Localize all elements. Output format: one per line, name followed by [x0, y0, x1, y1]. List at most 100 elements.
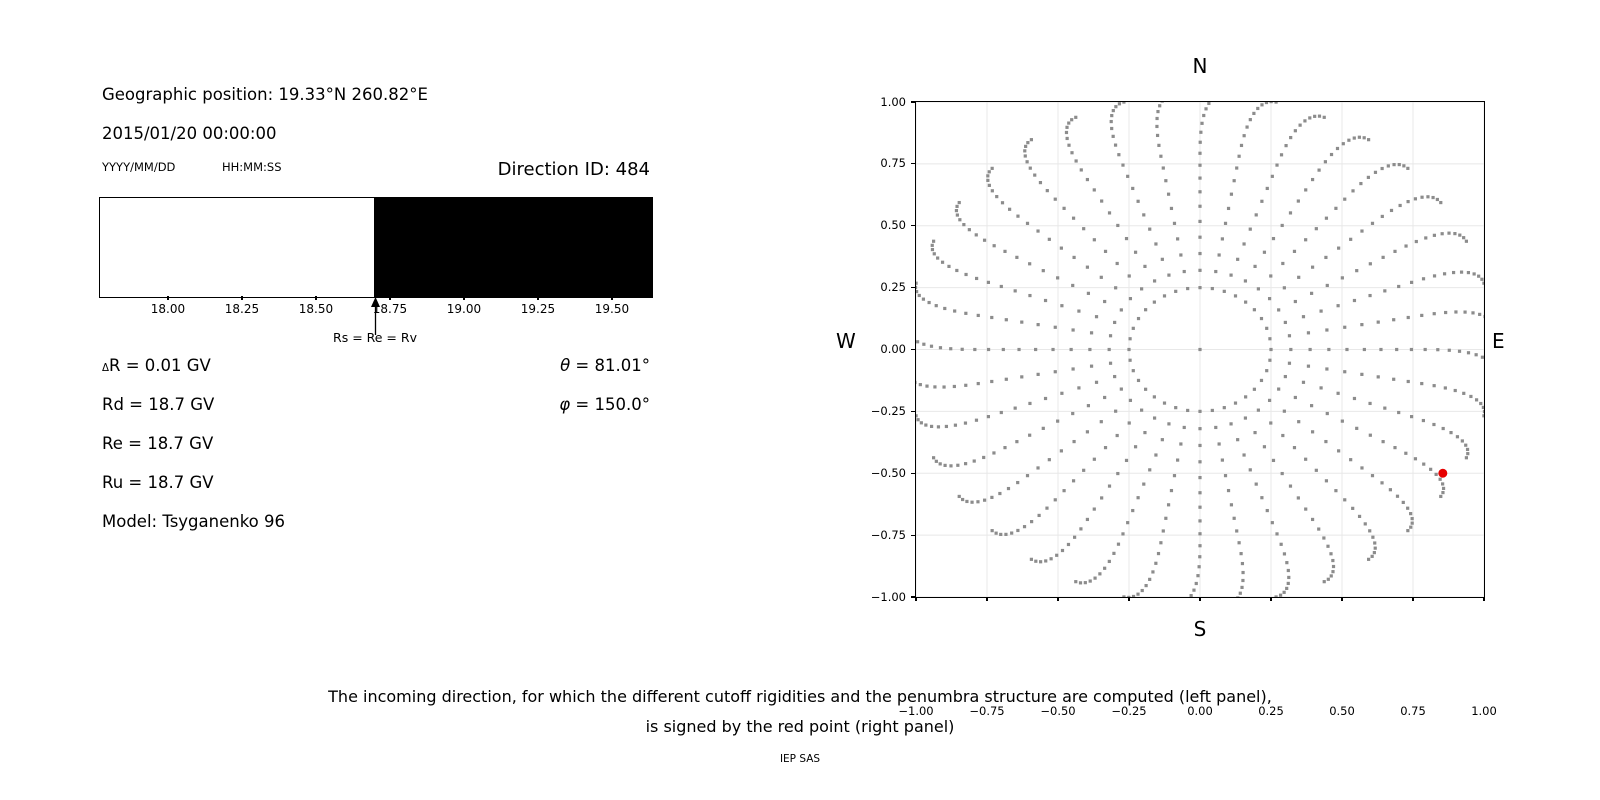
direction-dot: [1277, 308, 1281, 312]
direction-dot: [1380, 481, 1384, 485]
direction-dot: [1140, 408, 1144, 412]
direction-dot: [931, 456, 936, 460]
direction-dot: [1463, 310, 1467, 314]
direction-dot: [1256, 106, 1260, 111]
direction-dot: [990, 529, 994, 533]
direction-dot: [1222, 289, 1226, 293]
direction-dot: [1381, 440, 1385, 444]
direction-dot: [965, 499, 969, 504]
x-tick-label: 18.50: [298, 302, 334, 316]
direction-dot: [1373, 170, 1378, 174]
direction-dot: [1343, 325, 1347, 329]
direction-dot: [943, 463, 947, 467]
re-value: Re = 18.7 GV: [102, 434, 213, 456]
x-tick-label: −1.00: [898, 704, 934, 718]
direction-dot: [916, 418, 920, 422]
y-tick-label: −1.00: [870, 589, 906, 604]
direction-dot: [1148, 468, 1152, 472]
direction-dot: [998, 491, 1002, 496]
penumbra-segment: [374, 198, 652, 297]
direction-dot: [1044, 559, 1048, 563]
x-tick-label: 0.25: [1258, 704, 1284, 718]
direction-dot: [1053, 498, 1057, 502]
y-tick-mark: [911, 534, 915, 536]
direction-dot: [1148, 227, 1152, 231]
direction-dot: [1174, 406, 1178, 410]
direction-dot: [1189, 594, 1193, 598]
x-tick-mark: [1483, 597, 1485, 601]
direction-dot: [1269, 421, 1273, 425]
direction-dot: [1239, 143, 1244, 148]
direction-dot: [1292, 446, 1297, 450]
direction-dot: [1144, 308, 1148, 312]
direction-dot: [1148, 577, 1152, 581]
direction-dot: [1089, 331, 1094, 335]
direction-dot: [1352, 396, 1357, 401]
direction-dot: [1034, 559, 1038, 563]
direction-scatter-chart: [905, 92, 1495, 607]
direction-dot: [1368, 401, 1372, 406]
direction-dot: [1471, 311, 1475, 315]
delta-symbol: Δ: [102, 363, 109, 374]
direction-dot: [1270, 521, 1274, 525]
direction-dot: [1115, 261, 1119, 266]
direction-dot: [1441, 482, 1445, 486]
direction-dot: [1176, 458, 1180, 462]
x-tick-mark: [1199, 597, 1201, 601]
direction-dot: [1404, 244, 1408, 248]
direction-dot: [1160, 99, 1164, 103]
delta-r-value: ΔR = 0.01 GV: [102, 356, 211, 378]
direction-dot: [1140, 287, 1144, 291]
direction-dot: [1236, 257, 1240, 261]
direction-dot: [1202, 113, 1206, 118]
direction-dot: [1133, 445, 1138, 449]
direction-dot: [1156, 551, 1161, 556]
direction-dot: [1045, 506, 1049, 510]
direction-dot: [1444, 310, 1448, 315]
y-tick-label: 0.75: [880, 156, 906, 171]
direction-dot: [1275, 163, 1279, 167]
direction-dot: [1288, 484, 1293, 488]
direction-dot: [1092, 238, 1096, 242]
x-tick-mark: [315, 296, 317, 300]
direction-dot: [922, 342, 926, 346]
direction-dot: [1413, 197, 1418, 201]
direction-dot: [1293, 129, 1297, 133]
direction-dot: [1152, 279, 1157, 283]
direction-dot: [1317, 527, 1321, 531]
direction-dot: [1267, 297, 1272, 301]
y-tick-mark: [911, 472, 915, 474]
direction-dot: [1116, 471, 1120, 476]
phi-symbol: φ: [559, 395, 571, 414]
direction-dot: [1100, 199, 1104, 203]
x-tick-mark: [389, 296, 391, 300]
direction-dot: [1313, 114, 1317, 118]
direction-dot: [1088, 347, 1092, 352]
direction-dot: [1460, 439, 1464, 443]
direction-dot: [1281, 433, 1285, 438]
direction-dot: [1310, 517, 1315, 522]
y-tick-label: 0.50: [880, 218, 906, 233]
caption-line-1: The incoming direction, for which the di…: [328, 687, 1272, 706]
direction-dot: [917, 293, 921, 298]
x-tick-mark: [986, 597, 988, 601]
direction-dot: [1337, 246, 1341, 250]
direction-dot: [1256, 287, 1260, 291]
direction-dot: [963, 462, 968, 466]
direction-dot: [1039, 560, 1043, 564]
direction-dot: [1229, 192, 1234, 196]
direction-dot: [1114, 105, 1118, 109]
direction-dot: [1197, 565, 1201, 569]
direction-dot: [1229, 273, 1233, 277]
direction-dot: [1453, 388, 1457, 393]
direction-dot: [1421, 418, 1425, 423]
rv-annotation-label: Rs = Re = Rv: [333, 330, 417, 345]
direction-dot: [1317, 168, 1321, 172]
direction-dot: [1279, 542, 1283, 546]
direction-dot: [1194, 581, 1198, 586]
direction-dot: [1287, 575, 1291, 580]
direction-dot: [1107, 211, 1112, 215]
direction-dot: [1329, 574, 1333, 578]
direction-dot: [924, 423, 928, 427]
direction-dot: [1160, 257, 1164, 261]
